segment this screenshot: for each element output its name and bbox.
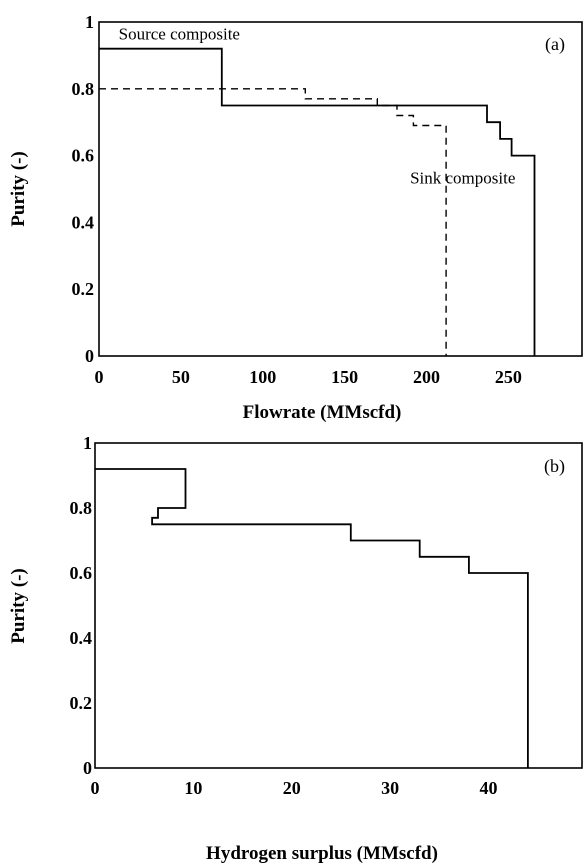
panel-a-x-tick-label: 50 xyxy=(172,367,190,387)
panel-b-y-tick-label: 1 xyxy=(83,433,92,453)
panel-a-tag: (a) xyxy=(545,34,565,55)
panel-a-y-tick-label: 0.2 xyxy=(72,279,95,299)
panel-a: (a) Flowrate (MMscfd) Purity (-) 0 50 100 1… xyxy=(8,12,583,423)
panel-b-x-tick-label: 10 xyxy=(184,778,202,798)
panel-a-series xyxy=(99,47,536,356)
panel-a-x-tick-label: 0 xyxy=(95,367,104,387)
panel-a-y-tick-label: 0 xyxy=(85,346,94,366)
panel-a-x-tick-label: 150 xyxy=(331,367,358,387)
panel-a-x-tick-label: 100 xyxy=(249,367,276,387)
panel-b-series xyxy=(95,468,529,768)
panel-a-frame xyxy=(98,21,583,357)
panel-a-x-axis-label: Flowrate (MMscfd) xyxy=(243,402,402,423)
panel-a-ticks: 0 50 100 150 200 250 0 0.2 0.4 0.6 0.8 1 xyxy=(72,12,522,387)
panel-b-series-line-1 xyxy=(95,468,529,768)
panel-b-y-tick-label: 0 xyxy=(83,758,92,778)
panel-b-y-axis-label: Purity (-) xyxy=(8,568,29,643)
panel-b-x-tick-label: 0 xyxy=(91,778,100,798)
panel-a-annotation: Sink composite xyxy=(410,168,515,187)
panel-b-x-tick-label: 20 xyxy=(283,778,301,798)
panel-a-annotations: Source composite Sink composite xyxy=(119,25,516,188)
panel-a-annotation: Source composite xyxy=(119,25,240,44)
panel-b-y-tick-label: 0.8 xyxy=(70,498,93,518)
panel-b: (b) Hydrogen surplus (MMscfd) Purity (-)… xyxy=(8,433,583,864)
panel-b-x-tick-label: 40 xyxy=(480,778,498,798)
panel-b-y-tick-label: 0.2 xyxy=(70,693,93,713)
panel-a-y-tick-label: 0.6 xyxy=(72,146,95,166)
panel-a-x-tick-label: 200 xyxy=(413,367,440,387)
panel-a-y-tick-label: 0.8 xyxy=(72,79,95,99)
panel-a-x-tick-label: 250 xyxy=(495,367,522,387)
panel-b-x-tick-label: 30 xyxy=(381,778,399,798)
panel-b-tag: (b) xyxy=(544,456,565,477)
panel-b-frame xyxy=(94,442,583,769)
panel-b-x-axis-label: Hydrogen surplus (MMscfd) xyxy=(206,843,438,864)
panel-a-series-line-1 xyxy=(99,47,536,356)
panel-a-series-line-2 xyxy=(99,88,447,356)
panel-b-y-tick-label: 0.4 xyxy=(70,628,93,648)
panel-a-y-axis-label: Purity (-) xyxy=(8,151,29,226)
panel-b-ticks: 0 10 20 30 40 0 0.2 0.4 0.6 0.8 1 xyxy=(70,433,498,798)
panel-a-y-tick-label: 1 xyxy=(85,12,94,32)
panel-b-y-tick-label: 0.6 xyxy=(70,563,93,583)
panel-a-y-tick-label: 0.4 xyxy=(72,212,95,232)
